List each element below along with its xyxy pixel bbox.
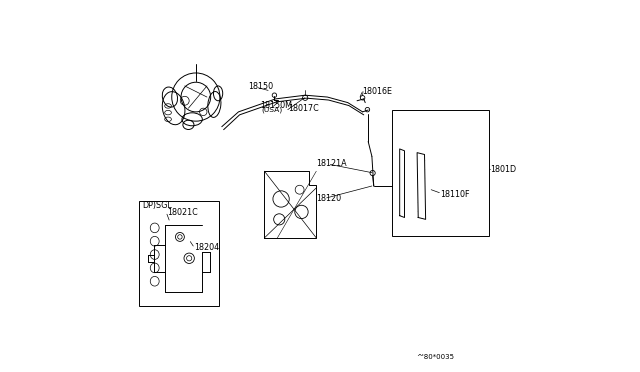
Text: DP)SGL: DP)SGL <box>142 201 172 210</box>
Text: 18150: 18150 <box>248 82 273 91</box>
Text: 18017C: 18017C <box>289 104 319 113</box>
Text: ^'80*0035: ^'80*0035 <box>417 354 454 360</box>
Text: 18204: 18204 <box>194 243 219 251</box>
Bar <box>139 201 219 307</box>
Polygon shape <box>400 149 404 218</box>
Text: 18021C: 18021C <box>167 208 198 217</box>
Text: 18121A: 18121A <box>316 158 347 167</box>
Text: 18120: 18120 <box>316 195 341 203</box>
Text: 18150M: 18150M <box>260 101 292 110</box>
Bar <box>392 110 488 236</box>
Text: 1801D: 1801D <box>490 165 516 174</box>
Text: (USA): (USA) <box>261 107 282 113</box>
Text: 18110F: 18110F <box>440 190 469 199</box>
Text: 18016E: 18016E <box>363 87 392 96</box>
Polygon shape <box>417 153 426 219</box>
